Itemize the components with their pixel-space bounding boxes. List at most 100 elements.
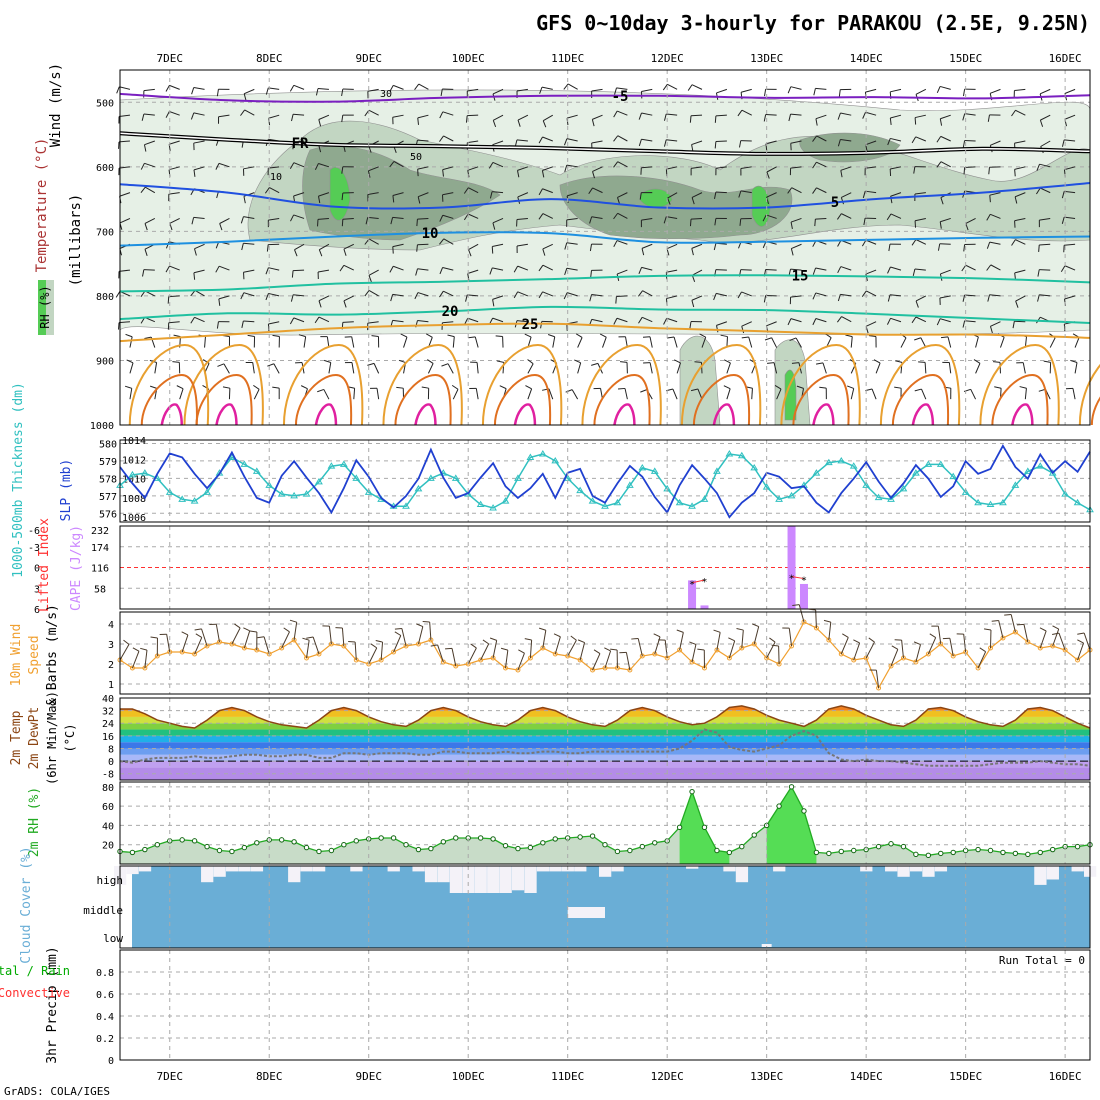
wind-barb xyxy=(962,89,966,97)
wind-barb xyxy=(400,333,408,338)
wind-barb xyxy=(566,192,578,197)
isotherm-label: 15 xyxy=(792,269,809,285)
wind-barb xyxy=(190,112,195,120)
temp-band xyxy=(120,729,1090,736)
wind-barb xyxy=(776,388,782,400)
wind-barb-10m xyxy=(736,627,744,631)
bottom-date-label: 8DEC xyxy=(256,1070,283,1083)
wind-barb xyxy=(812,318,817,326)
rh2m-axis-label: 2m RH (%) xyxy=(27,787,42,857)
rh-point xyxy=(440,839,447,845)
wind-barb xyxy=(140,163,145,170)
wind-barb xyxy=(142,269,145,277)
wind-barb xyxy=(1024,388,1027,400)
rh-area xyxy=(120,786,1090,864)
thickness-point xyxy=(750,463,759,471)
wind-barb xyxy=(293,317,305,323)
wind-barb xyxy=(616,295,628,298)
wind-barb xyxy=(676,362,681,374)
pressure-tick-label: 600 xyxy=(96,163,114,174)
wind-barb xyxy=(467,269,479,274)
wind-barb xyxy=(314,316,320,324)
wind-barb xyxy=(168,192,180,195)
wind-barb xyxy=(1037,294,1040,302)
wind-barb xyxy=(145,186,156,194)
wind-barb xyxy=(317,217,329,220)
wind-barb xyxy=(615,296,617,304)
wind-barb xyxy=(268,87,280,90)
wind-barb xyxy=(840,266,852,271)
wind-barb xyxy=(452,336,455,348)
wind-barb xyxy=(538,213,544,220)
cloud-clear-high xyxy=(138,866,152,872)
isotherm-30-loop xyxy=(128,343,210,426)
wind-barb xyxy=(714,191,717,199)
wind-barb-10m xyxy=(312,636,320,655)
cloud-clear-high xyxy=(686,866,699,869)
wind-barb-10m xyxy=(150,636,158,639)
wind-barb xyxy=(194,248,197,256)
wind-barb-10m xyxy=(437,644,444,663)
cape-tick-label: 174 xyxy=(91,543,109,554)
wind-barb xyxy=(272,334,280,338)
wind-barb xyxy=(577,337,583,348)
wind-barb xyxy=(527,363,534,374)
wind-barb xyxy=(961,264,967,272)
wind-barb xyxy=(1035,187,1041,195)
wind-barb xyxy=(766,166,777,173)
isotherm-40-loop xyxy=(160,403,183,426)
pressure-axis-label: (millibars) xyxy=(68,194,84,287)
wind-tick-label: 4 xyxy=(108,620,114,631)
wind-barb-10m xyxy=(1058,632,1066,651)
wind-barb xyxy=(865,140,877,146)
wind-barb-10m xyxy=(769,637,776,643)
wind10m-axis-label: & Barbs (m/s) xyxy=(45,604,60,706)
wind-barb xyxy=(542,291,553,297)
wind-barb-10m xyxy=(1077,642,1085,661)
run-total-label: Run Total = 0 xyxy=(999,954,1085,967)
bottom-date-label: 11DEC xyxy=(551,1070,584,1083)
wind-barb-10m xyxy=(915,644,921,663)
wind-barb xyxy=(323,359,331,363)
wind-barb xyxy=(516,139,528,142)
wind-barb-10m xyxy=(328,626,332,645)
wind-barb xyxy=(836,316,842,323)
wind-barb-10m xyxy=(998,620,1004,639)
wind-barb xyxy=(193,216,205,219)
wind-barb xyxy=(890,137,902,142)
wind-barb xyxy=(417,196,421,204)
thickness-point xyxy=(265,481,274,488)
wind-barb xyxy=(541,86,553,90)
wind-barb-10m xyxy=(631,637,639,640)
slp-tick-label: 1006 xyxy=(122,513,146,524)
cape-li-panel: -6 232 -3 0 3 6 174 116 58 * * * * xyxy=(28,526,1090,616)
thickness-point xyxy=(688,502,696,509)
wind-barb-10m xyxy=(853,642,861,661)
isotherm-40-loop xyxy=(414,403,437,426)
wind-barb xyxy=(417,217,429,220)
wind-barb xyxy=(1060,265,1066,272)
wind-barb xyxy=(539,86,543,94)
wind-barb xyxy=(442,214,454,219)
cape-bar xyxy=(799,583,808,609)
isotherm-35-loop xyxy=(195,373,253,426)
thickness-point xyxy=(178,495,187,502)
wind-barb xyxy=(343,243,355,250)
thickness-point xyxy=(140,469,149,476)
wind-barb-10m xyxy=(949,638,954,657)
wind-barb xyxy=(565,389,573,393)
bottom-date-label: 14DEC xyxy=(850,1070,883,1083)
cloud-clear-high xyxy=(213,866,226,877)
rh-point xyxy=(204,843,210,850)
thickness-point xyxy=(352,474,361,481)
thickness-point xyxy=(924,460,933,467)
wind-barb xyxy=(819,386,827,389)
wind-barb xyxy=(936,86,941,94)
wind-barb-10m xyxy=(131,651,140,669)
thickness-point xyxy=(364,488,373,495)
wind-barb xyxy=(538,136,543,144)
wind-barb xyxy=(463,187,469,194)
wind-barb xyxy=(291,270,294,278)
precip-tick-label: 0.8 xyxy=(96,968,114,979)
wind-barb xyxy=(963,244,966,252)
